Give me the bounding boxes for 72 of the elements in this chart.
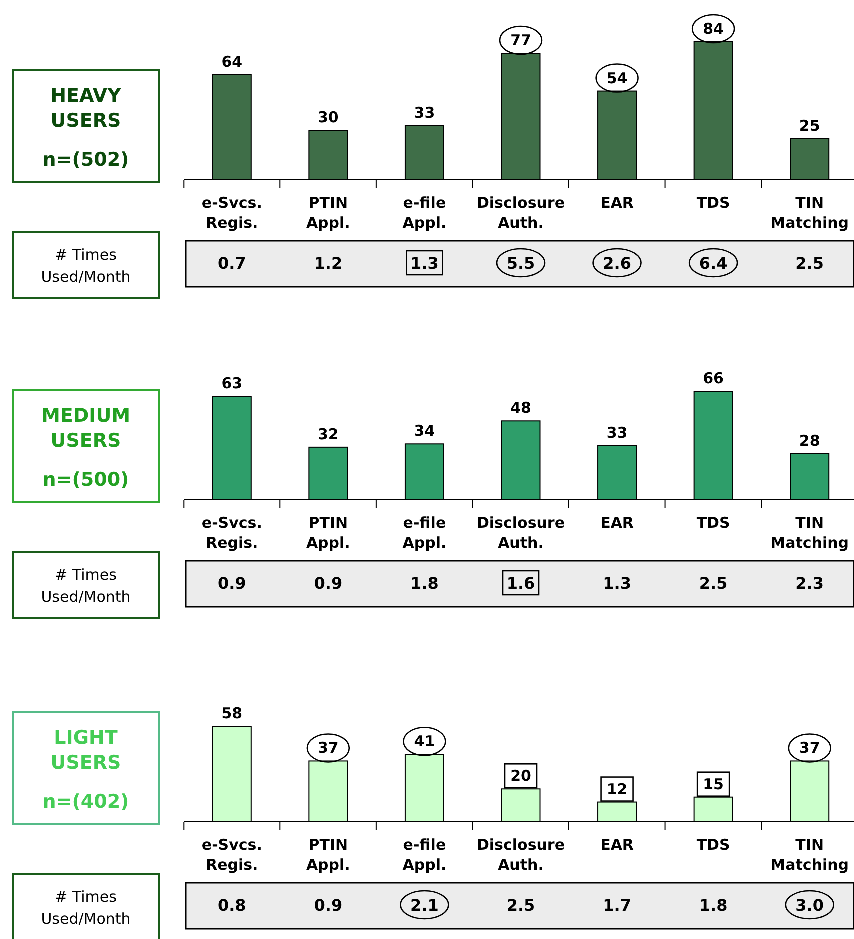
x-tick-label: PTIN Appl. [306,836,350,874]
data-label: 32 [318,425,339,444]
data-label: 1.3 [603,574,632,593]
data-label: 1.2 [314,254,343,273]
x-tick-label: e-Svcs. Regis. [202,836,262,874]
text: # Times Used/Month [41,246,131,286]
x-tick-label: Disclosure Auth. [476,194,566,232]
data-label: 54 [606,69,628,88]
text: MEDIUM USERS [41,405,131,452]
text: HEAVY USERS [50,85,122,132]
data-label: 37 [318,739,339,758]
data-label: 66 [703,370,724,388]
data-label: 0.7 [218,254,246,273]
data-label: 33 [414,104,436,122]
data-label: 41 [414,732,436,751]
x-tick-label: PTIN Appl. [306,194,350,232]
x-tick-label: e-Svcs. Regis. [202,194,262,232]
data-label: 33 [606,424,628,442]
x-tick-label: TDS [696,836,730,854]
x-tick-label: e-file Appl. [402,514,447,552]
x-tick-label: Disclosure Auth. [476,836,566,874]
data-label: 48 [510,399,532,418]
data-label: 1.8 [410,574,439,593]
data-label: 84 [703,20,724,38]
data-label: 34 [414,422,436,440]
data-label: 6.4 [699,254,728,273]
data-label: 77 [510,32,532,50]
data-label: 2.5 [796,254,824,273]
data-label: 1.3 [410,254,439,273]
x-tick-label: EAR [600,514,634,532]
data-label: 28 [799,432,820,450]
x-tick-label: e-Svcs. Regis. [202,514,262,552]
data-label: 64 [222,52,243,71]
data-label: 2.6 [603,254,632,273]
data-label: 1.7 [603,896,632,915]
x-tick-label: TDS [696,514,730,532]
x-tick-label: e-file Appl. [402,836,447,874]
data-label: 0.9 [314,896,343,915]
data-label: 2.5 [506,896,536,915]
data-label: 58 [222,704,243,723]
data-label: 30 [318,108,339,127]
x-tick-label: TIN Matching [770,836,850,874]
x-tick-label: Disclosure Auth. [476,514,566,552]
x-tick-label: PTIN Appl. [306,514,350,552]
data-label: 1.8 [699,896,728,915]
data-label: 2.1 [410,896,439,915]
text: n=(500) [42,469,130,491]
text: n=(402) [42,791,130,813]
data-label: 15 [703,775,724,794]
x-tick-label: TDS [696,194,730,212]
data-label: 3.0 [796,896,824,915]
x-tick-label: TIN Matching [770,514,850,552]
text: n=(502) [42,149,130,171]
x-tick-label: e-file Appl. [402,194,447,232]
data-label: 20 [510,767,532,786]
data-label: 0.8 [218,896,246,915]
data-label: 12 [606,780,628,798]
x-tick-label: EAR [600,194,634,212]
data-label: 63 [222,374,243,392]
text: LIGHT USERS [50,727,122,774]
data-label: 2.5 [699,574,728,593]
x-tick-label: EAR [600,836,634,854]
text: # Times Used/Month [41,566,131,606]
text: # Times Used/Month [41,888,131,928]
data-label: 5.5 [506,254,536,273]
data-label: 2.3 [796,574,824,593]
data-label: 37 [799,739,820,758]
data-label: 0.9 [314,574,343,593]
data-label: 1.6 [506,574,536,593]
data-label: 25 [799,116,820,135]
data-label: 0.9 [218,574,246,593]
x-tick-label: TIN Matching [770,194,850,232]
